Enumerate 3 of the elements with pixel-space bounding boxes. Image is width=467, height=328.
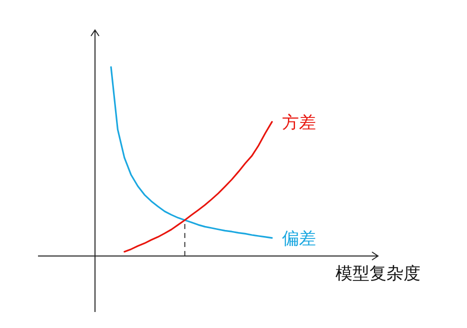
x-axis-title: 模型复杂度 — [336, 264, 420, 284]
series-label: 偏差 — [282, 228, 316, 249]
series-label: 方差 — [282, 112, 316, 133]
